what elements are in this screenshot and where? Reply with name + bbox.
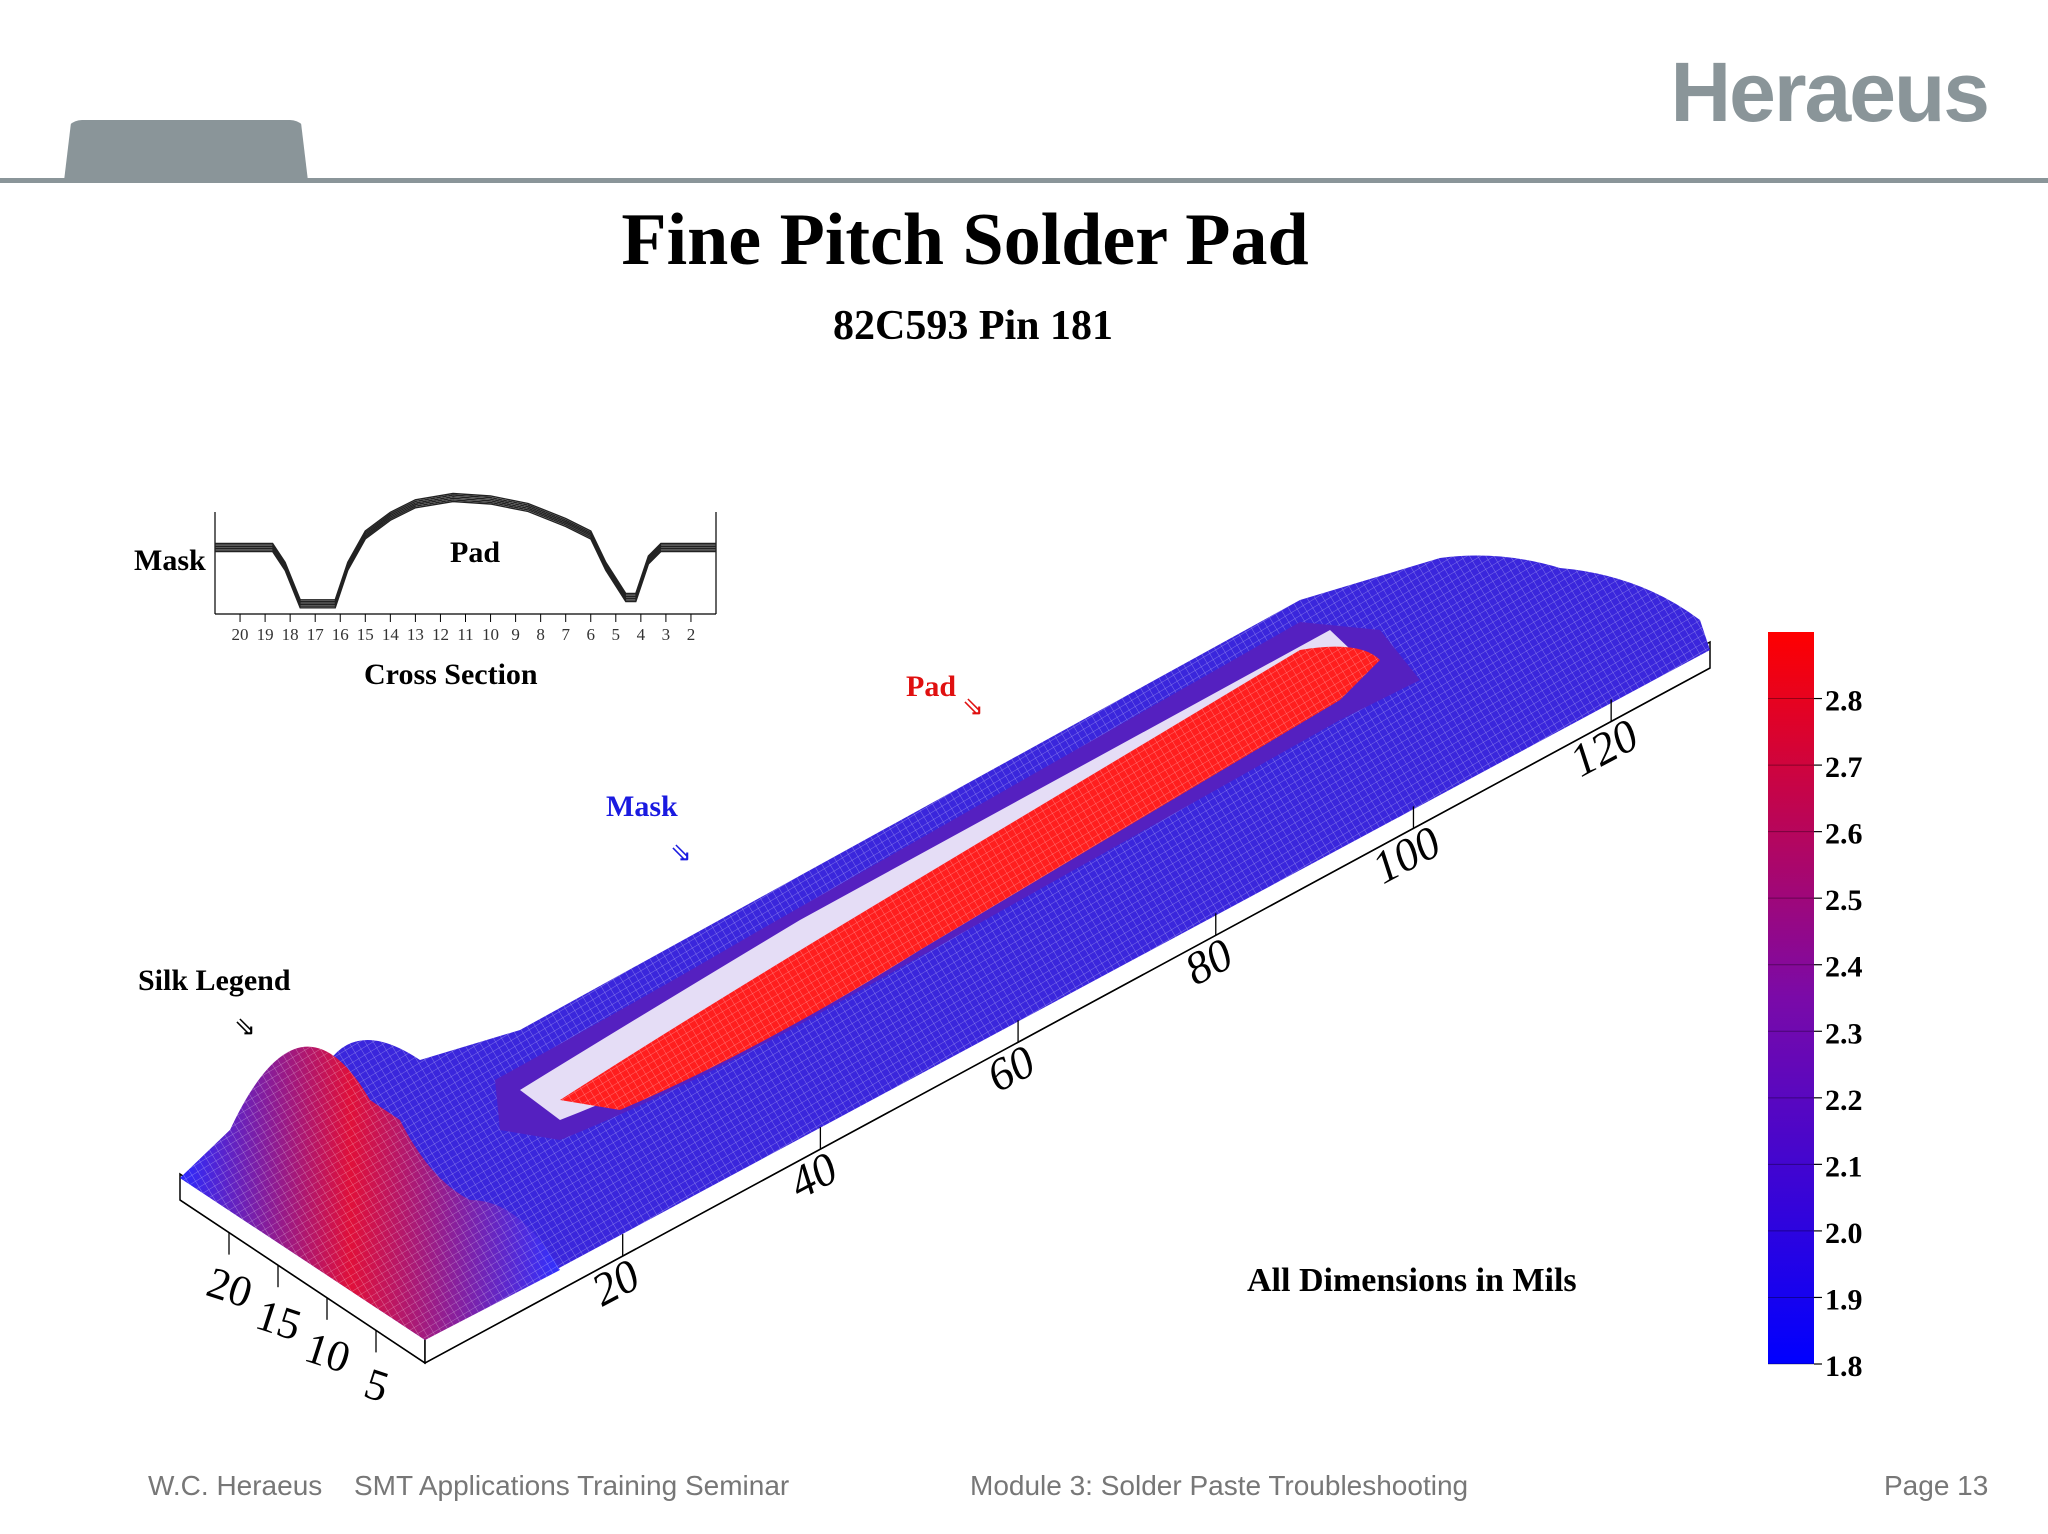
pad-label: Pad	[906, 670, 957, 703]
cross-section-ticks: 20 19 18 17 16 15 14 13 12 11 10 9 8 7 6 5 4 3 2	[232, 614, 696, 644]
cross-section-caption: Cross Section	[364, 658, 538, 691]
cross-section-tick-label: 6	[587, 625, 596, 644]
cross-section-mask-label: Mask	[134, 544, 206, 577]
cross-section-pad-label: Pad	[450, 536, 501, 569]
cross-section-tick-label: 9	[511, 625, 520, 644]
cross-section-tick-label: 7	[561, 625, 570, 644]
colorbar-ticks: 2.8 2.7 2.6 2.5 2.4 2.3 2.2 2.1 2.0 1.9 1.8	[1768, 685, 1863, 1383]
silk-legend-arrow-icon: ⇘	[234, 1012, 256, 1041]
colorbar-tick-label: 2.5	[1825, 884, 1863, 917]
slide-title: Fine Pitch Solder Pad	[621, 199, 1309, 281]
cross-section-trace	[215, 500, 716, 609]
cross-section-tick-label: 15	[357, 625, 374, 644]
cross-section-tick-label: 19	[257, 625, 274, 644]
colorbar-tick-label: 2.6	[1825, 818, 1863, 851]
colorbar	[1768, 632, 1814, 1364]
header-tab	[64, 120, 308, 181]
colorbar-tick-label: 2.7	[1825, 751, 1863, 784]
dimensions-note: All Dimensions in Mils	[1247, 1262, 1577, 1299]
cross-section-tick-label: 8	[536, 625, 545, 644]
slide-subtitle: 82C593 Pin 181	[832, 303, 1113, 349]
cross-section-tick-label: 3	[662, 625, 671, 644]
cross-section-tick-label: 17	[307, 625, 325, 644]
colorbar-tick-label: 2.1	[1825, 1150, 1863, 1183]
cross-section-tick-label: 11	[457, 625, 473, 644]
cross-section-tick-label: 18	[282, 625, 299, 644]
cross-section-tick-label: 4	[637, 625, 646, 644]
cross-section-tick-label: 16	[332, 625, 349, 644]
cross-section-tick-label: 14	[382, 625, 400, 644]
surface-body	[180, 555, 1710, 1340]
cross-section-trace	[215, 499, 716, 607]
colorbar-tick-label: 1.9	[1825, 1283, 1863, 1316]
footer-seminar: SMT Applications Training Seminar	[354, 1470, 790, 1501]
colorbar-tick-label: 2.3	[1825, 1017, 1863, 1050]
mask-arrow-icon: ⇘	[670, 838, 692, 867]
cross-section-trace	[215, 497, 716, 606]
cross-section-tick-label: 20	[232, 625, 249, 644]
pad-arrow-icon: ⇘	[962, 692, 984, 721]
cross-section-tick-label: 13	[407, 625, 424, 644]
footer-company: W.C. Heraeus	[148, 1470, 323, 1501]
colorbar-tick-label: 2.0	[1825, 1217, 1863, 1250]
cross-section-trace	[215, 495, 716, 604]
header-rule	[0, 178, 2048, 183]
mask-label: Mask	[606, 790, 678, 823]
cross-section-tick-label: 5	[612, 625, 621, 644]
cross-section-tick-label: 12	[432, 625, 449, 644]
cross-section-trace	[215, 494, 716, 603]
cross-section-profile	[215, 492, 716, 609]
colorbar-tick-label: 2.8	[1825, 685, 1863, 718]
heraeus-logo: Heraeus	[1670, 45, 1990, 139]
cross-section-trace	[215, 492, 716, 601]
colorbar-tick-label: 2.4	[1825, 951, 1863, 984]
footer-module: Module 3: Solder Paste Troubleshooting	[970, 1470, 1469, 1501]
cross-section-tick-label: 10	[482, 625, 499, 644]
colorbar-tick-label: 1.8	[1825, 1350, 1863, 1383]
cross-section-tick-label: 2	[687, 625, 696, 644]
silk-legend-label: Silk Legend	[138, 964, 291, 997]
footer-page: Page 13	[1884, 1470, 1989, 1501]
colorbar-tick-label: 2.2	[1825, 1084, 1863, 1117]
